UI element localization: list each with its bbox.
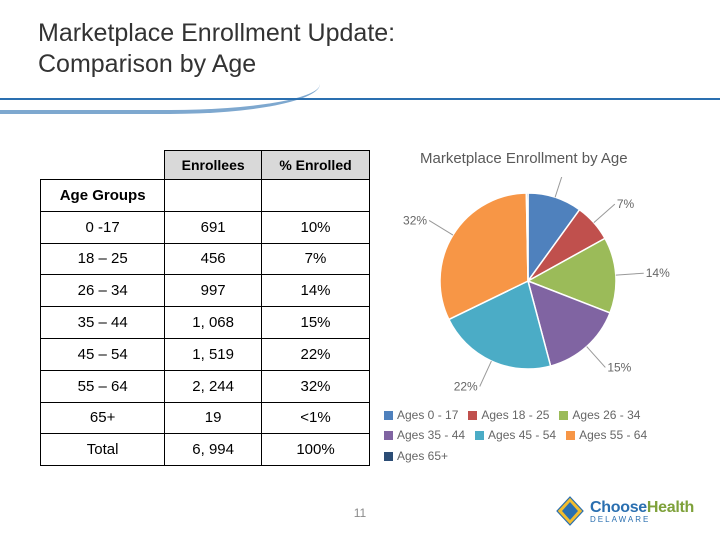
legend-swatch (384, 411, 393, 420)
legend-item: Ages 45 - 54 (475, 425, 556, 445)
table-subhead-blank1 (165, 180, 262, 212)
logo-diamond-icon (556, 496, 584, 526)
chart-title: Marketplace Enrollment by Age (420, 150, 700, 167)
legend-label: Ages 65+ (397, 449, 448, 463)
table-header-pct: % Enrolled (262, 151, 370, 180)
cell-enrollees: 1, 519 (165, 338, 262, 370)
table-subhead: Age Groups (41, 180, 165, 212)
title-line-1: Marketplace Enrollment Update: (38, 18, 720, 49)
cell-pct: 100% (262, 434, 370, 466)
cell-group: 0 -17 (41, 211, 165, 243)
table-row: 26 – 3499714% (41, 275, 370, 307)
table-row-total: Total6, 994100% (41, 434, 370, 466)
header-accent-bar (0, 92, 720, 104)
pie-callout-label: 32% (403, 213, 427, 227)
legend-label: Ages 55 - 64 (579, 428, 647, 442)
cell-group: 65+ (41, 402, 165, 434)
pie-wrap: 10%7%14%15%22%32% (384, 177, 694, 397)
cell-enrollees: 19 (165, 402, 262, 434)
brand-logo: Choose Health DELAWARE (556, 496, 694, 526)
pie-callout-label: 14% (646, 266, 670, 280)
legend-item: Ages 26 - 34 (559, 405, 640, 425)
cell-enrollees: 1, 068 (165, 307, 262, 339)
legend-item: Ages 0 - 17 (384, 405, 458, 425)
pie-chart (428, 181, 628, 381)
legend-label: Ages 18 - 25 (481, 408, 549, 422)
legend-swatch (384, 431, 393, 440)
legend-label: Ages 35 - 44 (397, 428, 465, 442)
table-row: 65+19<1% (41, 402, 370, 434)
logo-word-choose: Choose (590, 499, 647, 517)
cell-group: 55 – 64 (41, 370, 165, 402)
enrollment-table: Enrollees % Enrolled Age Groups 0 -17691… (40, 150, 370, 466)
legend-swatch (559, 411, 568, 420)
table-row: 55 – 642, 24432% (41, 370, 370, 402)
legend-label: Ages 0 - 17 (397, 408, 458, 422)
table-row: 45 – 541, 51922% (41, 338, 370, 370)
legend-label: Ages 45 - 54 (488, 428, 556, 442)
slide-header: Marketplace Enrollment Update: Compariso… (0, 0, 720, 81)
table-header-enrollees: Enrollees (165, 151, 262, 180)
cell-pct: 14% (262, 275, 370, 307)
legend-label: Ages 26 - 34 (572, 408, 640, 422)
chart-legend: Ages 0 - 17 Ages 18 - 25 Ages 26 - 34 Ages … (384, 405, 700, 466)
legend-item: Ages 35 - 44 (384, 425, 465, 445)
title-line-2: Comparison by Age (38, 49, 720, 80)
table-row: 35 – 441, 06815% (41, 307, 370, 339)
table-subhead-blank2 (262, 180, 370, 212)
cell-group: 18 – 25 (41, 243, 165, 275)
legend-item: Ages 55 - 64 (566, 425, 647, 445)
legend-item: Ages 18 - 25 (468, 405, 549, 425)
legend-swatch (566, 431, 575, 440)
table-header-blank (41, 151, 165, 180)
cell-pct: 22% (262, 338, 370, 370)
chart-panel: Marketplace Enrollment by Age 10%7%14%15… (384, 150, 700, 466)
logo-text: Choose Health (590, 499, 694, 517)
cell-group: 26 – 34 (41, 275, 165, 307)
cell-pct: 32% (262, 370, 370, 402)
cell-group: 35 – 44 (41, 307, 165, 339)
cell-pct: 15% (262, 307, 370, 339)
table-row: 18 – 254567% (41, 243, 370, 275)
content-area: Enrollees % Enrolled Age Groups 0 -17691… (40, 150, 700, 466)
cell-enrollees: 2, 244 (165, 370, 262, 402)
pie-callout-label: 22% (454, 379, 478, 393)
cell-group: Total (41, 434, 165, 466)
legend-item: Ages 65+ (384, 446, 448, 466)
cell-pct: 10% (262, 211, 370, 243)
logo-word-health: Health (647, 499, 694, 517)
cell-enrollees: 456 (165, 243, 262, 275)
table-row: 0 -1769110% (41, 211, 370, 243)
cell-group: 45 – 54 (41, 338, 165, 370)
cell-pct: <1% (262, 402, 370, 434)
cell-enrollees: 6, 994 (165, 434, 262, 466)
cell-pct: 7% (262, 243, 370, 275)
legend-swatch (384, 452, 393, 461)
pie-callout-label: 10% (566, 177, 590, 178)
slide: Marketplace Enrollment Update: Compariso… (0, 0, 720, 540)
cell-enrollees: 997 (165, 275, 262, 307)
legend-swatch (468, 411, 477, 420)
legend-swatch (475, 431, 484, 440)
cell-enrollees: 691 (165, 211, 262, 243)
